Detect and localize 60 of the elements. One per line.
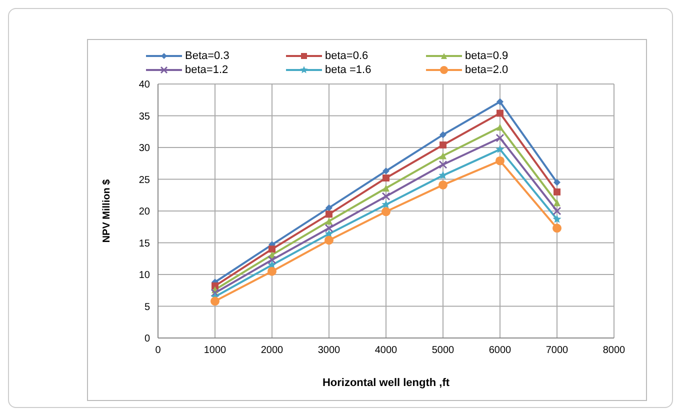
point — [496, 134, 504, 142]
point — [324, 236, 334, 245]
y-tick-label: 25 — [138, 174, 150, 186]
point — [554, 178, 560, 186]
point — [496, 110, 504, 117]
point — [554, 188, 560, 196]
point — [326, 204, 332, 212]
x-tick-label: 6000 — [488, 345, 512, 356]
point — [324, 224, 334, 232]
point — [326, 210, 332, 218]
y-tick-label: 35 — [138, 111, 150, 122]
x-tick-label: 3000 — [318, 345, 341, 356]
point — [382, 174, 390, 182]
legend-label: Beta=0.3 — [185, 50, 230, 62]
point — [382, 192, 390, 201]
point — [438, 170, 448, 180]
legend-label: beta=0.9 — [465, 50, 508, 62]
point — [268, 256, 276, 264]
x-tick-label: 0 — [155, 345, 162, 356]
x-tick-label: 5000 — [432, 345, 455, 356]
y-tick-label: 20 — [138, 206, 150, 218]
point — [438, 180, 448, 190]
point — [268, 246, 276, 253]
point — [440, 131, 446, 138]
point — [382, 200, 390, 208]
legend-label: beta =1.6 — [325, 64, 372, 76]
point — [210, 296, 220, 306]
legend-label: beta=1.2 — [185, 64, 228, 76]
legend-label: beta=2.0 — [465, 64, 508, 76]
point — [382, 207, 390, 216]
y-tick-label: 0 — [144, 334, 150, 345]
point — [440, 141, 446, 148]
x-tick-label: 4000 — [374, 345, 398, 356]
x-tick-label: 1000 — [204, 345, 227, 356]
x-tick-label: 8000 — [602, 345, 626, 356]
point — [326, 218, 332, 225]
point — [496, 144, 504, 154]
legend-label: beta=0.6 — [325, 50, 368, 62]
y-tick-label: 10 — [138, 270, 150, 282]
x-axis-title: Horizontal well length ,ft — [322, 377, 450, 389]
point — [552, 224, 562, 233]
x-tick-label: 2000 — [260, 345, 284, 356]
point — [496, 124, 504, 131]
point — [552, 214, 562, 223]
point — [382, 167, 390, 174]
point — [496, 98, 504, 106]
point — [438, 160, 448, 169]
y-tick-label: 40 — [138, 80, 150, 91]
point — [268, 266, 276, 276]
point — [210, 288, 220, 298]
y-tick-label: 15 — [138, 238, 150, 250]
point — [552, 206, 562, 216]
x-tick-label: 7000 — [546, 345, 569, 356]
point — [554, 199, 560, 206]
point — [440, 152, 446, 160]
y-axis-title: NPV Million $ — [102, 178, 113, 243]
point — [382, 184, 390, 192]
y-tick-label: 5 — [144, 302, 150, 313]
point — [496, 156, 504, 166]
y-tick-label: 30 — [138, 143, 150, 154]
